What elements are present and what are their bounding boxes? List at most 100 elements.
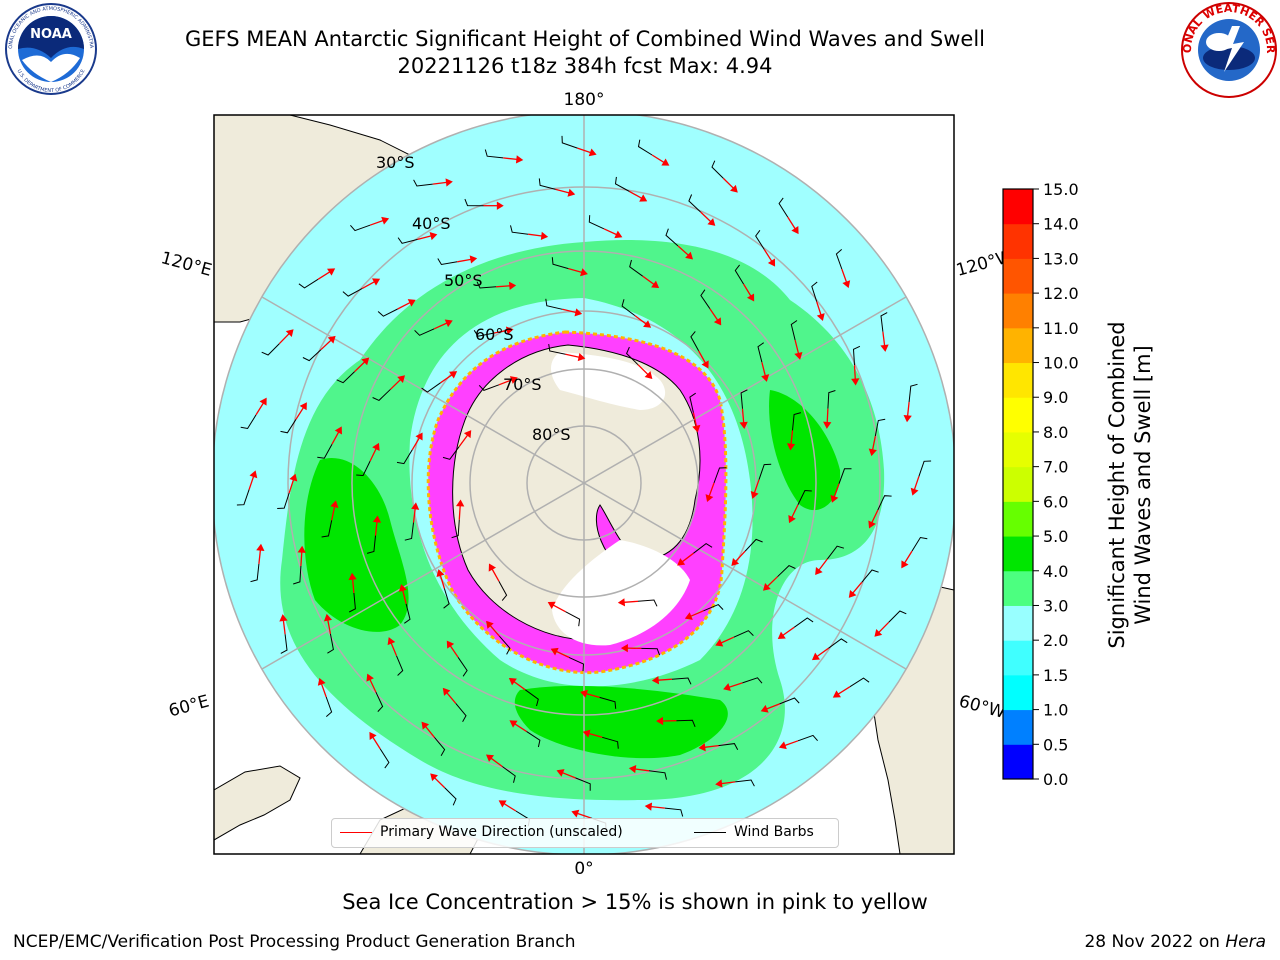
wind-barb	[790, 320, 798, 341]
wave-arrow	[248, 476, 255, 490]
wave-arrow	[708, 482, 715, 497]
wind-barb	[648, 770, 667, 780]
wave-arrow	[432, 181, 447, 185]
wave-arrow-head	[715, 779, 723, 788]
wind-barb	[321, 520, 333, 538]
wave-arrow-head	[794, 352, 803, 360]
wave-arrow-head	[617, 598, 626, 607]
map-panel: 30°S 40°S 50°S 60°S 70°S 80°S	[214, 115, 954, 854]
wave-arrow	[255, 402, 264, 416]
wave-arrow-head	[761, 374, 770, 382]
wave-arrow-head	[398, 584, 407, 592]
wind-barb	[526, 730, 541, 748]
wind-barb	[404, 603, 411, 624]
wind-barb	[280, 634, 288, 654]
wave-arrow-head	[485, 754, 495, 762]
colorbar-tick-label: 4.0	[1043, 562, 1068, 581]
colorbar-tick-label: 6.0	[1043, 492, 1068, 511]
wave-arrow-head	[901, 560, 909, 569]
wind-barb	[372, 388, 391, 401]
wave-arrow	[720, 636, 735, 644]
colorbar-swatch	[1003, 674, 1033, 711]
wave-arrow	[278, 333, 290, 345]
colorbar-swatch	[1003, 258, 1033, 294]
wave-arrow-head	[588, 148, 597, 157]
wave-arrow-head	[361, 357, 370, 366]
wind-barb	[325, 696, 333, 717]
wave-arrow-head	[842, 280, 851, 289]
wave-arrow	[790, 430, 794, 445]
wave-arrow-head	[656, 716, 664, 726]
colorbar-swatch	[1003, 327, 1033, 364]
wave-arrow-head	[644, 371, 653, 379]
wind-barb	[250, 563, 260, 583]
wave-arrow-head	[580, 268, 588, 277]
wind-barb	[744, 538, 763, 552]
wave-arrow	[288, 479, 295, 494]
wave-arrow	[753, 479, 760, 494]
wind-barb	[835, 249, 843, 270]
wave-arrow	[300, 551, 303, 566]
wave-arrow-head	[289, 473, 298, 482]
wave-arrow-head	[317, 677, 326, 686]
wave-arrow-head	[868, 520, 876, 529]
latitude-labels: 30°S 40°S 50°S 60°S 70°S 80°S	[376, 153, 571, 444]
wave-arrow-head	[387, 637, 396, 646]
date-text: 28 Nov 2022 on Hera	[1084, 932, 1266, 952]
wave-arrow	[552, 604, 566, 613]
wave-arrow-head	[279, 614, 288, 622]
wind-barb	[877, 495, 892, 511]
wind-barb	[498, 580, 508, 601]
wind-barb	[827, 390, 836, 409]
wind-barb	[356, 460, 371, 477]
wind-barb	[404, 522, 414, 541]
wind-barb	[676, 719, 696, 727]
wave-arrow-head	[256, 543, 265, 552]
wave-patch-4-5m-south	[514, 685, 728, 759]
wave-arrow-head	[874, 629, 883, 637]
wave-arrow	[577, 812, 591, 819]
graticule	[214, 115, 954, 854]
wind-barb	[588, 215, 605, 230]
wave-arrow	[794, 339, 800, 354]
wind-barb	[348, 592, 356, 613]
wave-arrow	[904, 550, 913, 564]
wind-barb	[918, 460, 932, 477]
wave-arrow	[787, 216, 796, 230]
wind-barb	[602, 736, 619, 749]
wave-arrow-head	[791, 226, 799, 235]
wave-arrow-head	[739, 421, 748, 429]
wave-arrow	[374, 521, 378, 536]
wave-arrow	[411, 437, 420, 451]
colorbar-swatch	[1003, 605, 1033, 641]
wave-arrow-head	[515, 155, 524, 164]
wave-arrow-head	[448, 371, 458, 379]
legend-label-primary-wave: Primary Wave Direction (unscaled)	[380, 824, 623, 840]
wind-barb	[827, 545, 845, 560]
wind-barb	[277, 492, 290, 509]
wave-arrow	[565, 353, 580, 358]
wave-arrow-head	[910, 487, 919, 496]
wave-patch-4-5m-east	[769, 390, 841, 511]
colorbar-swatch	[1003, 640, 1033, 676]
lat-label-70s: 70°S	[503, 375, 542, 394]
wind-barb	[880, 312, 888, 332]
lat-label-50s: 50°S	[444, 271, 483, 290]
wave-arrow	[692, 412, 698, 427]
sea-ice-note-text: Sea Ice Concentration > 15% is shown in …	[342, 890, 928, 914]
wind-barb	[629, 259, 643, 277]
colorbar-tick-label: 8.0	[1043, 423, 1068, 442]
wave-arrow-head	[323, 613, 333, 622]
colorbar-tick-label: 14.0	[1043, 215, 1079, 234]
wind-barb	[689, 392, 696, 413]
wave-arrow-head	[628, 764, 637, 774]
wave-arrow-head	[651, 676, 660, 685]
wave-arrow-head	[445, 178, 453, 187]
colorbar-swatch	[1003, 189, 1033, 225]
wave-arrow	[634, 315, 647, 325]
wind-barb	[828, 638, 848, 649]
wave-arrow-head	[830, 494, 839, 503]
lon-label-0: 0°	[574, 859, 593, 879]
wind-barb	[545, 298, 563, 310]
wave-arrow	[556, 650, 570, 658]
